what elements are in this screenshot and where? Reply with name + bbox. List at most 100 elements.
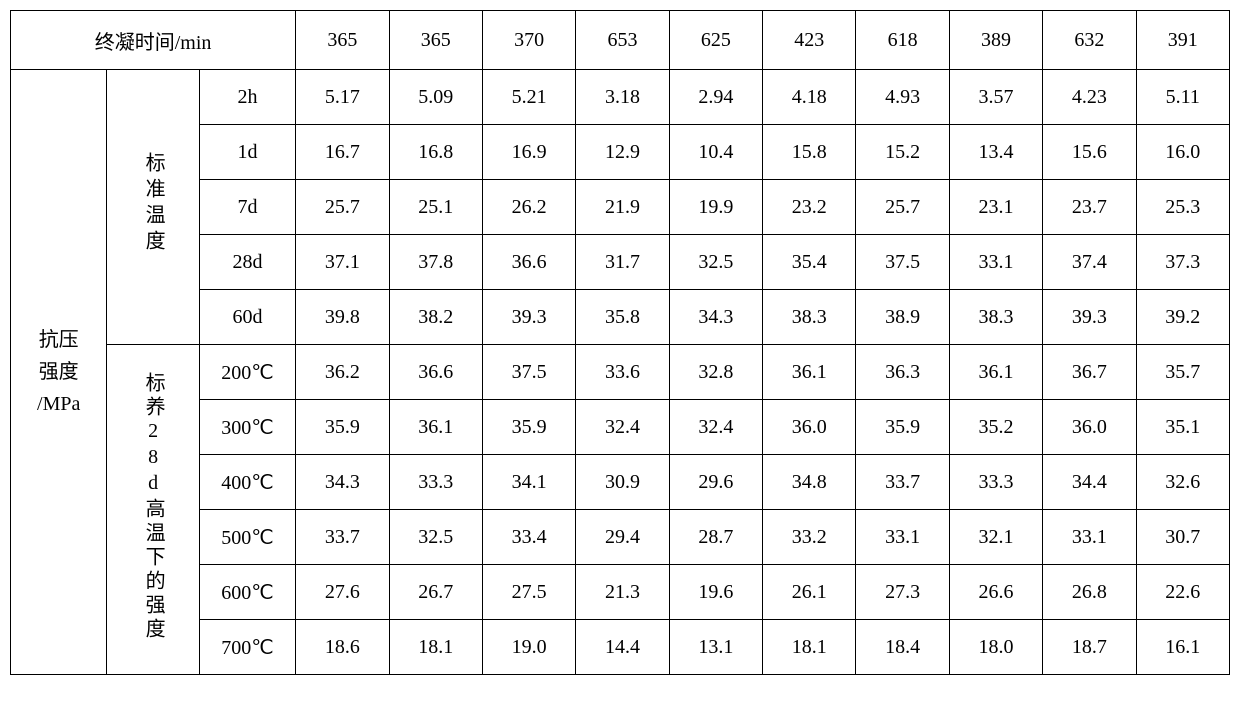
cell: 2.94 bbox=[669, 70, 762, 125]
cell: 15.2 bbox=[856, 125, 949, 180]
cell: 35.1 bbox=[1136, 400, 1229, 455]
cell: 26.7 bbox=[389, 565, 482, 620]
cell: 38.9 bbox=[856, 290, 949, 345]
cell: 18.0 bbox=[949, 620, 1042, 675]
cell: 16.8 bbox=[389, 125, 482, 180]
cell: 4.23 bbox=[1043, 70, 1136, 125]
cell: 5.17 bbox=[296, 70, 389, 125]
cell: 21.9 bbox=[576, 180, 669, 235]
cell: 26.1 bbox=[763, 565, 856, 620]
cell: 25.1 bbox=[389, 180, 482, 235]
header-value: 389 bbox=[949, 11, 1042, 70]
cell: 36.7 bbox=[1043, 345, 1136, 400]
cell: 32.4 bbox=[669, 400, 762, 455]
cell: 33.7 bbox=[856, 455, 949, 510]
cell: 31.7 bbox=[576, 235, 669, 290]
row-label: 300℃ bbox=[199, 400, 295, 455]
cell: 33.4 bbox=[482, 510, 575, 565]
header-value: 391 bbox=[1136, 11, 1229, 70]
cell: 30.7 bbox=[1136, 510, 1229, 565]
section-label-standard-temp: 标准温度 bbox=[107, 70, 199, 345]
cell: 33.7 bbox=[296, 510, 389, 565]
cell: 39.2 bbox=[1136, 290, 1229, 345]
header-value: 370 bbox=[482, 11, 575, 70]
cell: 16.0 bbox=[1136, 125, 1229, 180]
cell: 19.0 bbox=[482, 620, 575, 675]
cell: 34.8 bbox=[763, 455, 856, 510]
cell: 33.1 bbox=[1043, 510, 1136, 565]
header-row: 终凝时间/min 365 365 370 653 625 423 618 389… bbox=[11, 11, 1230, 70]
cell: 18.4 bbox=[856, 620, 949, 675]
cell: 3.18 bbox=[576, 70, 669, 125]
cell: 34.3 bbox=[669, 290, 762, 345]
cell: 35.9 bbox=[296, 400, 389, 455]
cell: 26.8 bbox=[1043, 565, 1136, 620]
cell: 32.1 bbox=[949, 510, 1042, 565]
cell: 19.9 bbox=[669, 180, 762, 235]
cell: 35.8 bbox=[576, 290, 669, 345]
row-label: 7d bbox=[199, 180, 295, 235]
cell: 10.4 bbox=[669, 125, 762, 180]
header-value: 365 bbox=[389, 11, 482, 70]
cell: 32.5 bbox=[389, 510, 482, 565]
cell: 5.09 bbox=[389, 70, 482, 125]
cell: 4.18 bbox=[763, 70, 856, 125]
cell: 29.6 bbox=[669, 455, 762, 510]
cell: 36.1 bbox=[763, 345, 856, 400]
cell: 36.6 bbox=[482, 235, 575, 290]
cell: 15.6 bbox=[1043, 125, 1136, 180]
cell: 36.6 bbox=[389, 345, 482, 400]
header-value: 632 bbox=[1043, 11, 1136, 70]
cell: 14.4 bbox=[576, 620, 669, 675]
header-value: 625 bbox=[669, 11, 762, 70]
cell: 18.1 bbox=[389, 620, 482, 675]
cell: 13.1 bbox=[669, 620, 762, 675]
cell: 26.6 bbox=[949, 565, 1042, 620]
cell: 25.3 bbox=[1136, 180, 1229, 235]
row-label: 600℃ bbox=[199, 565, 295, 620]
row-label: 200℃ bbox=[199, 345, 295, 400]
cell: 33.3 bbox=[389, 455, 482, 510]
cell: 4.93 bbox=[856, 70, 949, 125]
cell: 32.6 bbox=[1136, 455, 1229, 510]
cell: 21.3 bbox=[576, 565, 669, 620]
cell: 16.9 bbox=[482, 125, 575, 180]
cell: 13.4 bbox=[949, 125, 1042, 180]
header-value: 423 bbox=[763, 11, 856, 70]
cell: 19.6 bbox=[669, 565, 762, 620]
cell: 5.21 bbox=[482, 70, 575, 125]
cell: 37.5 bbox=[856, 235, 949, 290]
cell: 16.7 bbox=[296, 125, 389, 180]
cell: 39.3 bbox=[482, 290, 575, 345]
cell: 37.3 bbox=[1136, 235, 1229, 290]
cell: 25.7 bbox=[856, 180, 949, 235]
cell: 37.1 bbox=[296, 235, 389, 290]
cell: 23.7 bbox=[1043, 180, 1136, 235]
cell: 37.5 bbox=[482, 345, 575, 400]
cell: 27.5 bbox=[482, 565, 575, 620]
cell: 36.1 bbox=[389, 400, 482, 455]
cell: 15.8 bbox=[763, 125, 856, 180]
cell: 27.3 bbox=[856, 565, 949, 620]
row-label: 60d bbox=[199, 290, 295, 345]
cell: 34.1 bbox=[482, 455, 575, 510]
cell: 32.8 bbox=[669, 345, 762, 400]
cell: 36.3 bbox=[856, 345, 949, 400]
header-label: 终凝时间/min bbox=[11, 11, 296, 70]
section-label-high-temp: 标养28d高温下的强度 bbox=[107, 345, 199, 675]
data-table: 终凝时间/min 365 365 370 653 625 423 618 389… bbox=[10, 10, 1230, 675]
row-label: 400℃ bbox=[199, 455, 295, 510]
row-label: 28d bbox=[199, 235, 295, 290]
cell: 26.2 bbox=[482, 180, 575, 235]
header-value: 653 bbox=[576, 11, 669, 70]
cell: 33.2 bbox=[763, 510, 856, 565]
cell: 27.6 bbox=[296, 565, 389, 620]
cell: 38.3 bbox=[763, 290, 856, 345]
group-label: 抗压强度/MPa bbox=[11, 70, 107, 675]
cell: 33.1 bbox=[856, 510, 949, 565]
table-row: 标养28d高温下的强度 200℃ 36.2 36.6 37.5 33.6 32.… bbox=[11, 345, 1230, 400]
cell: 12.9 bbox=[576, 125, 669, 180]
cell: 34.3 bbox=[296, 455, 389, 510]
cell: 39.8 bbox=[296, 290, 389, 345]
cell: 37.4 bbox=[1043, 235, 1136, 290]
